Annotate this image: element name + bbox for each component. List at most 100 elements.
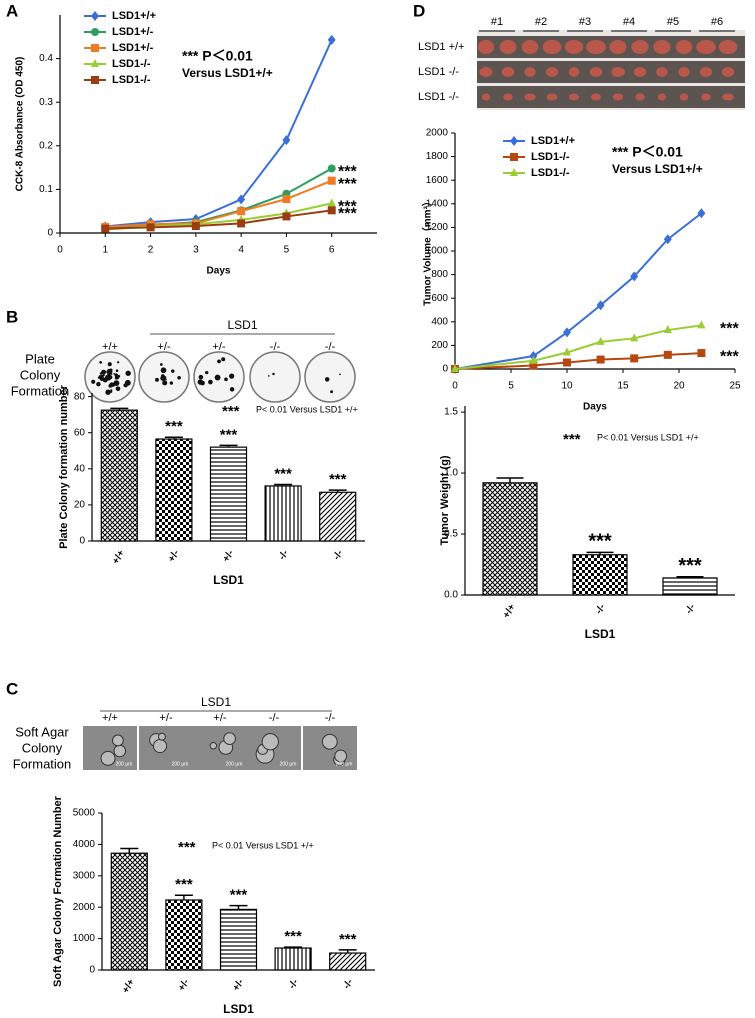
x-tick-label: -/- — [341, 977, 355, 991]
significance: *** — [274, 465, 292, 482]
legend-label: LSD1-/- — [112, 74, 151, 86]
tumor — [479, 67, 493, 77]
significance: *** — [220, 426, 238, 443]
tumor — [503, 93, 513, 101]
photo-column: #2 — [535, 16, 547, 28]
photo-row: LSD1 -/- — [418, 66, 459, 78]
colony — [224, 377, 228, 382]
colony — [113, 372, 116, 375]
significance: *** — [588, 531, 612, 553]
x-tick-label: 6 — [329, 245, 335, 256]
photo-strip — [477, 61, 745, 83]
bar — [100, 409, 138, 542]
colony — [160, 367, 167, 374]
line — [105, 209, 332, 230]
point — [563, 347, 571, 356]
tumor — [722, 93, 734, 101]
legend-label: LSD1-/- — [531, 151, 570, 163]
tumor — [718, 40, 738, 54]
point — [451, 364, 459, 372]
y-tick-label: 5000 — [73, 808, 96, 819]
y-tick-label: 1600 — [426, 175, 449, 186]
annotation: *** P＜0.01 — [612, 144, 683, 160]
x-tick-label: 15 — [617, 381, 629, 392]
tumor — [678, 67, 690, 77]
colony — [125, 370, 131, 376]
x-tick-label: +/- — [166, 548, 182, 564]
point — [596, 300, 605, 311]
y-tick-label: 1000 — [426, 246, 449, 257]
tumor — [499, 40, 517, 54]
colony — [115, 369, 119, 373]
y-tick-label: 600 — [431, 293, 448, 304]
y-tick-label: 3000 — [73, 870, 96, 881]
tumor — [545, 67, 559, 77]
colony — [98, 374, 104, 380]
point — [510, 168, 518, 176]
significance: *** — [720, 348, 739, 365]
error-bar — [219, 444, 238, 448]
annotation: Versus LSD1+/+ — [612, 162, 703, 176]
bar — [219, 908, 258, 971]
point — [563, 327, 571, 338]
bar — [155, 438, 193, 542]
colony — [96, 381, 101, 387]
tumor — [656, 67, 668, 77]
image-label: -/- — [325, 712, 336, 724]
tumor — [568, 67, 580, 77]
y-tick-label: 0.0 — [444, 590, 458, 601]
error-bar — [120, 847, 139, 854]
y-tick-label: 800 — [431, 269, 448, 280]
colony — [124, 384, 128, 388]
photo-column: #6 — [711, 16, 723, 28]
colony — [221, 357, 226, 362]
colony — [109, 382, 115, 387]
bar — [572, 554, 628, 596]
y-tick-label: 0.4 — [39, 53, 53, 64]
point — [663, 325, 672, 334]
colony — [324, 377, 330, 382]
point — [237, 207, 246, 216]
photo-row: LSD1 -/- — [418, 91, 459, 103]
point — [327, 176, 336, 185]
scale-label: 200 μm — [336, 761, 353, 767]
colony — [113, 744, 127, 758]
bar — [329, 952, 367, 971]
photo-column: #4 — [623, 16, 635, 28]
x-axis-label: LSD1 — [585, 627, 616, 641]
y-tick-label: 4000 — [73, 839, 96, 850]
row-label: Colony — [22, 740, 63, 755]
x-tick-label: -/- — [331, 548, 345, 562]
colony — [267, 375, 270, 377]
colony — [159, 363, 163, 366]
x-tick-label: +/- — [221, 548, 237, 564]
point — [237, 219, 246, 228]
point — [282, 194, 291, 203]
panel-label: A — [6, 1, 18, 20]
colony — [91, 379, 96, 384]
y-tick-label: 0 — [442, 364, 448, 375]
y-axis-label: Tumor Weight (g) — [439, 455, 451, 545]
panel-label: B — [6, 307, 18, 326]
tumor — [501, 67, 515, 77]
colony — [99, 361, 102, 364]
colony — [261, 733, 279, 751]
bar — [209, 446, 248, 542]
scale-label: 200 μm — [226, 761, 243, 767]
point — [510, 153, 518, 161]
colony — [214, 374, 221, 381]
row-label: Formation — [11, 383, 70, 398]
dish — [304, 351, 356, 403]
x-tick-label: 20 — [673, 381, 685, 392]
bar — [274, 947, 312, 971]
colony — [339, 373, 341, 376]
annotation: P< 0.01 Versus LSD1 +/+ — [597, 432, 699, 442]
panel-label: D — [413, 1, 425, 20]
annotation: P< 0.01 Versus LSD1 +/+ — [256, 404, 358, 414]
significance: *** — [720, 321, 739, 338]
tumor — [611, 67, 625, 77]
y-tick-label: 1.5 — [444, 407, 458, 418]
annotation: *** — [222, 403, 240, 420]
colony — [106, 368, 113, 375]
